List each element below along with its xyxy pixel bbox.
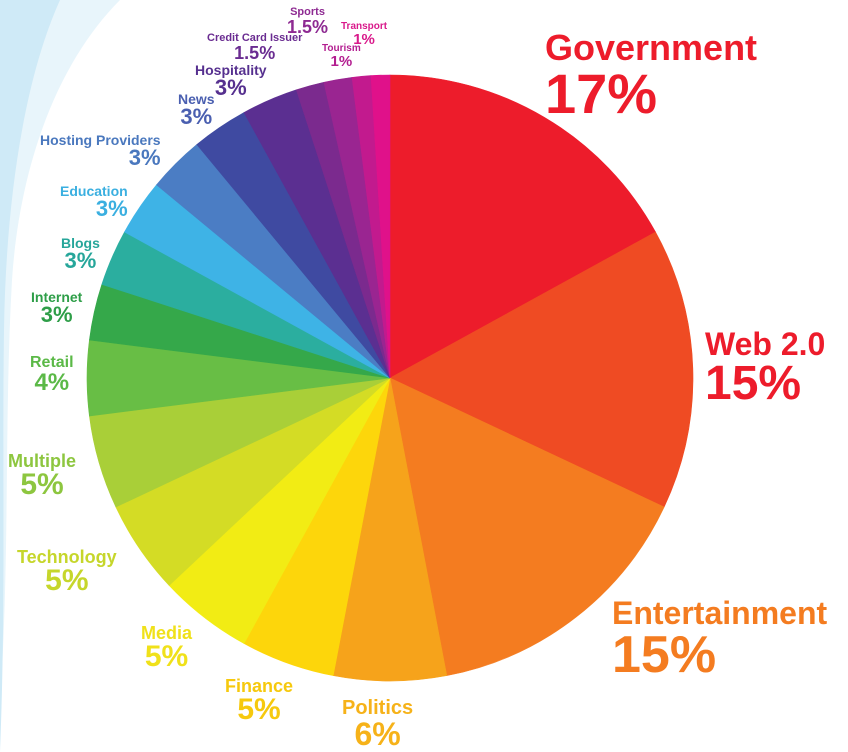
label-value: 15% [705, 357, 802, 410]
label-hospitality: Hospitality 3% [195, 63, 267, 99]
label-retail: Retail 4% [30, 355, 74, 395]
background-swoosh-shape-inner [0, 0, 60, 752]
label-value: 3% [95, 196, 128, 221]
label-name: Government [545, 27, 758, 68]
pie-slice-entertainment [389, 377, 665, 676]
label-name: Education [60, 183, 128, 199]
label-value: 15% [612, 626, 717, 684]
label-news: News 3% [178, 92, 215, 128]
label-transport: Transport 1% [341, 21, 388, 48]
label-name: Hosting Providers [40, 132, 161, 148]
label-value: 17% [545, 62, 658, 125]
label-blogs: Blogs 3% [61, 236, 100, 272]
label-web-2-0: Web 2.0 15% [705, 328, 825, 408]
label-name: News [178, 91, 215, 107]
label-entertainment: Entertainment 15% [612, 597, 827, 681]
label-value: 1% [330, 53, 353, 70]
label-internet: Internet 3% [31, 290, 82, 326]
pie-slice-transport [370, 74, 391, 379]
label-name: Hospitality [195, 62, 267, 78]
label-politics: Politics 6% [342, 698, 413, 750]
label-name: Tourism [322, 43, 361, 54]
label-name: Entertainment [612, 595, 828, 631]
label-name: Web 2.0 [705, 326, 826, 362]
label-finance: Finance 5% [225, 677, 293, 725]
label-name: Blogs [61, 235, 100, 251]
label-government: Government 17% [545, 30, 757, 122]
label-media: Media 5% [141, 624, 192, 672]
label-hosting-providers: Hosting Providers 3% [40, 133, 161, 169]
label-value: 1.5% [287, 17, 329, 37]
label-name: Retail [30, 354, 74, 371]
label-name: Sports [290, 6, 325, 18]
pie-slice-web-2-0 [389, 231, 694, 508]
label-value: 5% [144, 640, 189, 673]
label-value: 3% [40, 302, 73, 327]
label-name: Credit Card Issuer [207, 32, 303, 44]
label-name: Technology [17, 547, 117, 567]
label-value: 4% [34, 369, 70, 396]
label-value: 5% [20, 468, 64, 501]
label-value: 1.5% [234, 43, 276, 63]
label-name: Finance [225, 676, 294, 696]
label-name: Media [141, 623, 193, 643]
label-sports: Sports 1.5% [287, 6, 329, 37]
label-value: 3% [214, 75, 247, 100]
label-tourism: Tourism 1% [322, 43, 361, 70]
label-technology: Technology 5% [17, 548, 117, 596]
label-multiple: Multiple 5% [8, 452, 76, 500]
label-name: Transport [341, 21, 388, 32]
label-name: Politics [342, 697, 414, 719]
label-value: 6% [354, 716, 401, 752]
label-value: 3% [180, 104, 213, 129]
label-value: 3% [128, 145, 161, 170]
label-value: 3% [64, 248, 97, 273]
label-value: 5% [45, 564, 89, 597]
label-credit-card-issuer: Credit Card Issuer 1.5% [207, 32, 303, 63]
pie-slice-government [389, 74, 656, 379]
label-value: 5% [237, 693, 281, 726]
label-value: 1% [353, 31, 375, 48]
label-name: Multiple [8, 451, 76, 471]
label-education: Education 3% [60, 184, 128, 220]
label-name: Internet [31, 289, 83, 305]
